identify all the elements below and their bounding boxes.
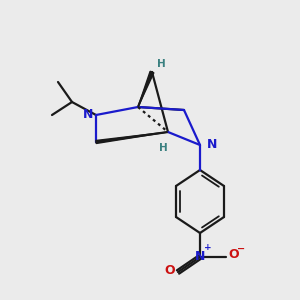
Text: H: H <box>159 143 167 153</box>
Polygon shape <box>96 132 168 143</box>
Text: +: + <box>204 244 212 253</box>
Text: O: O <box>165 263 175 277</box>
Text: H: H <box>157 59 165 69</box>
Text: N: N <box>83 109 93 122</box>
Text: −: − <box>237 244 245 254</box>
Text: N: N <box>195 250 205 263</box>
Polygon shape <box>138 71 154 107</box>
Text: O: O <box>229 248 239 262</box>
Text: N: N <box>207 139 217 152</box>
